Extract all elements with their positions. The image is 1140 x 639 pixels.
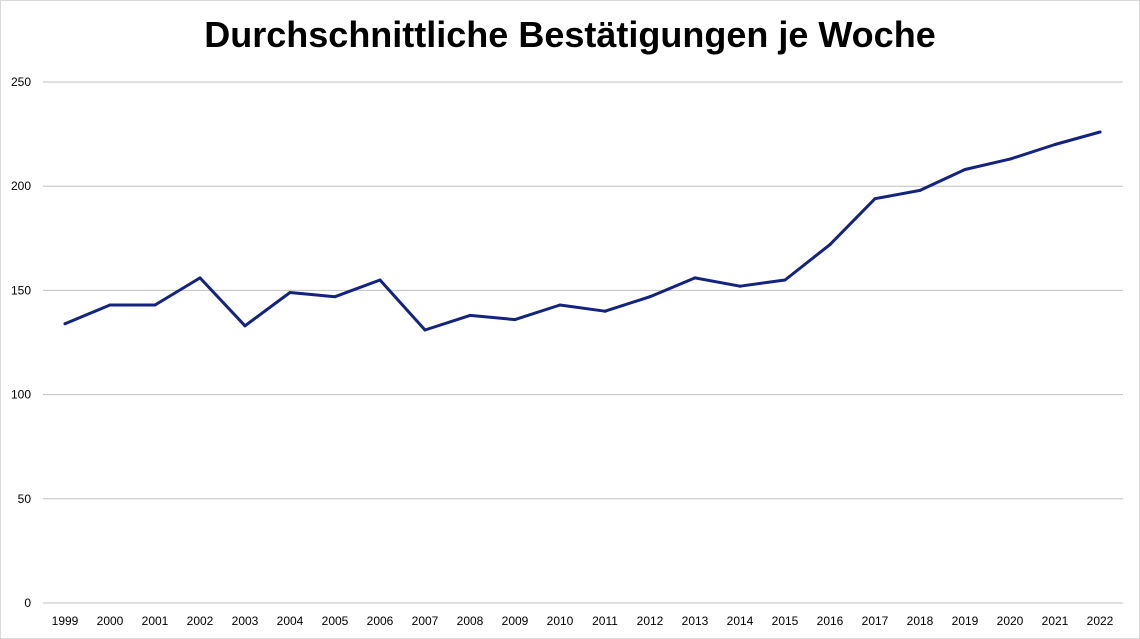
chart-title: Durchschnittliche Bestätigungen je Woche [204,14,936,55]
x-tick-label: 2021 [1042,614,1069,628]
x-tick-label: 2015 [772,614,799,628]
data-point-2014 [738,284,742,288]
x-tick-label: 2000 [97,614,124,628]
x-tick-label: 1999 [52,614,79,628]
data-point-2000 [108,303,112,307]
x-tick-label: 2013 [682,614,709,628]
x-tick-label: 2018 [907,614,934,628]
x-tick-label: 2007 [412,614,439,628]
y-axis-tick-labels: 0 50 100 150 200 250 [11,75,31,610]
data-point-1999 [63,322,67,326]
data-point-2012 [648,295,652,299]
data-point-2001 [153,303,157,307]
x-tick-label: 2009 [502,614,529,628]
data-point-2010 [558,303,562,307]
data-point-2008 [468,313,472,317]
x-tick-label: 2010 [547,614,574,628]
data-point-2019 [963,168,967,172]
data-point-2007 [423,328,427,332]
x-tick-label: 2016 [817,614,844,628]
x-tick-label: 2022 [1087,614,1114,628]
gridlines [43,81,1123,604]
data-point-2003 [243,324,247,328]
x-tick-label: 2005 [322,614,349,628]
data-point-2005 [333,295,337,299]
x-tick-label: 2011 [592,614,618,628]
x-tick-label: 2004 [277,614,304,628]
y-tick-label: 50 [18,492,32,506]
x-tick-label: 2012 [637,614,664,628]
data-point-2016 [828,243,832,247]
x-tick-label: 2002 [187,614,214,628]
data-point-2002 [198,276,202,280]
x-tick-label: 2017 [862,614,889,628]
data-point-2017 [873,197,877,201]
x-axis-tick-labels: 1999 2000 2001 2002 2003 2004 2005 2006 2007 2008… [52,614,1114,628]
y-tick-label: 250 [11,75,31,89]
data-point-2021 [1053,143,1057,147]
y-tick-label: 100 [11,388,31,402]
x-tick-label: 2020 [997,614,1024,628]
data-point-2020 [1008,157,1012,161]
y-tick-label: 0 [24,596,31,610]
data-point-2009 [513,318,517,322]
data-point-2013 [693,276,697,280]
data-point-2006 [378,278,382,282]
data-point-2022 [1098,130,1102,134]
data-point-2018 [918,188,922,192]
x-tick-label: 2001 [142,614,169,628]
y-tick-label: 150 [11,283,31,297]
x-tick-label: 2006 [367,614,394,628]
x-tick-label: 2008 [457,614,484,628]
data-point-2004 [288,290,292,294]
x-tick-label: 2014 [727,614,754,628]
series-line-0 [63,130,1102,332]
x-tick-label: 2019 [952,614,979,628]
y-tick-label: 200 [11,179,31,193]
x-tick-label: 2003 [232,614,259,628]
data-point-2015 [783,278,787,282]
data-point-2011 [603,309,607,313]
series-layer [63,130,1102,332]
